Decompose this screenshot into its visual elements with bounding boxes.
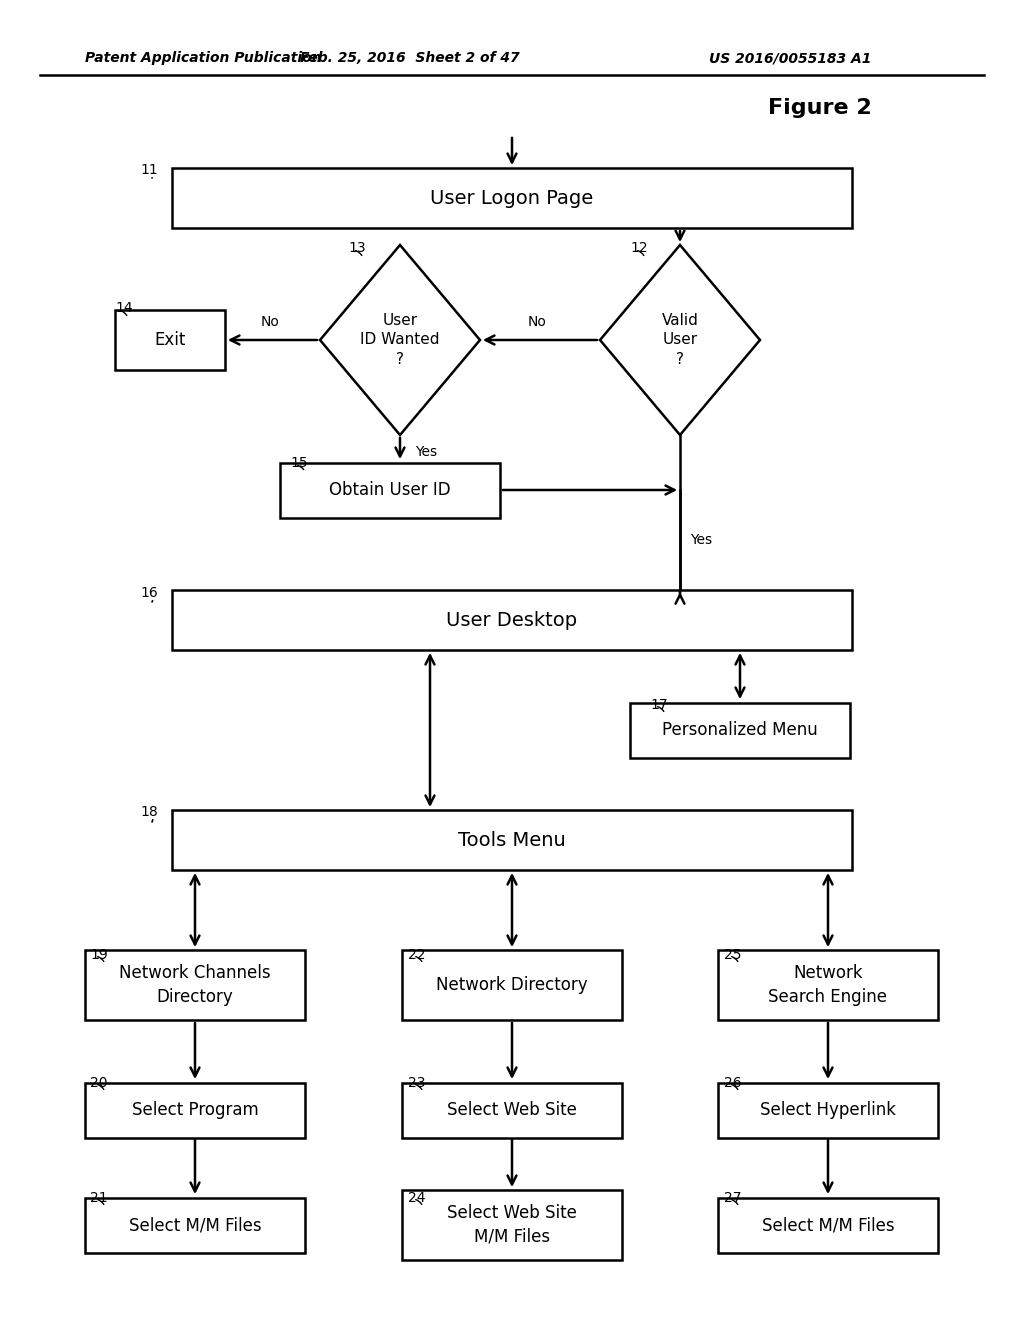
Bar — [718, 950, 938, 1020]
Text: 17: 17 — [650, 698, 668, 711]
Text: 22: 22 — [408, 948, 426, 962]
Bar — [172, 590, 852, 649]
Text: Select Program: Select Program — [132, 1101, 258, 1119]
Text: 15: 15 — [290, 455, 307, 470]
Text: 14: 14 — [115, 301, 133, 315]
Text: 24: 24 — [408, 1191, 426, 1205]
Text: Personalized Menu: Personalized Menu — [663, 721, 818, 739]
Text: No: No — [527, 315, 547, 329]
Bar — [85, 1082, 305, 1138]
Text: Figure 2: Figure 2 — [768, 98, 871, 117]
Text: Select M/M Files: Select M/M Files — [129, 1216, 261, 1234]
Text: Feb. 25, 2016  Sheet 2 of 47: Feb. 25, 2016 Sheet 2 of 47 — [300, 51, 520, 65]
Polygon shape — [319, 246, 480, 436]
Text: 27: 27 — [724, 1191, 741, 1205]
Text: User Desktop: User Desktop — [446, 610, 578, 630]
Text: Select Web Site: Select Web Site — [447, 1101, 577, 1119]
Text: 19: 19 — [90, 948, 108, 962]
Text: 26: 26 — [724, 1076, 741, 1090]
Bar — [280, 462, 500, 517]
Text: 11: 11 — [140, 162, 158, 177]
Text: Network
Search Engine: Network Search Engine — [768, 964, 888, 1006]
Bar — [115, 310, 225, 370]
Bar — [718, 1082, 938, 1138]
Text: 23: 23 — [408, 1076, 426, 1090]
Text: Patent Application Publication: Patent Application Publication — [85, 51, 322, 65]
Text: Tools Menu: Tools Menu — [458, 830, 566, 850]
Text: Yes: Yes — [415, 445, 437, 459]
Bar — [402, 1082, 622, 1138]
Text: User
ID Wanted
?: User ID Wanted ? — [360, 313, 439, 367]
Text: Exit: Exit — [155, 331, 185, 348]
Text: 12: 12 — [630, 242, 647, 255]
Text: User Logon Page: User Logon Page — [430, 189, 594, 207]
Text: Select Web Site
M/M Files: Select Web Site M/M Files — [447, 1204, 577, 1246]
Text: Yes: Yes — [690, 533, 712, 546]
Bar — [402, 950, 622, 1020]
Polygon shape — [600, 246, 760, 436]
Text: 21: 21 — [90, 1191, 108, 1205]
Text: Select M/M Files: Select M/M Files — [762, 1216, 894, 1234]
Bar — [718, 1197, 938, 1253]
Bar — [630, 702, 850, 758]
Text: Select Hyperlink: Select Hyperlink — [760, 1101, 896, 1119]
Bar — [85, 1197, 305, 1253]
Text: 18: 18 — [140, 805, 158, 818]
Text: Network Directory: Network Directory — [436, 975, 588, 994]
Bar — [402, 1191, 622, 1261]
Text: 20: 20 — [90, 1076, 108, 1090]
Text: Valid
User
?: Valid User ? — [662, 313, 698, 367]
Text: No: No — [260, 315, 280, 329]
Bar — [172, 810, 852, 870]
Text: US 2016/0055183 A1: US 2016/0055183 A1 — [709, 51, 871, 65]
Text: 13: 13 — [348, 242, 366, 255]
Text: 16: 16 — [140, 586, 158, 601]
Text: Network Channels
Directory: Network Channels Directory — [119, 964, 270, 1006]
Text: Obtain User ID: Obtain User ID — [329, 480, 451, 499]
Bar — [85, 950, 305, 1020]
Bar — [172, 168, 852, 228]
Text: 25: 25 — [724, 948, 741, 962]
